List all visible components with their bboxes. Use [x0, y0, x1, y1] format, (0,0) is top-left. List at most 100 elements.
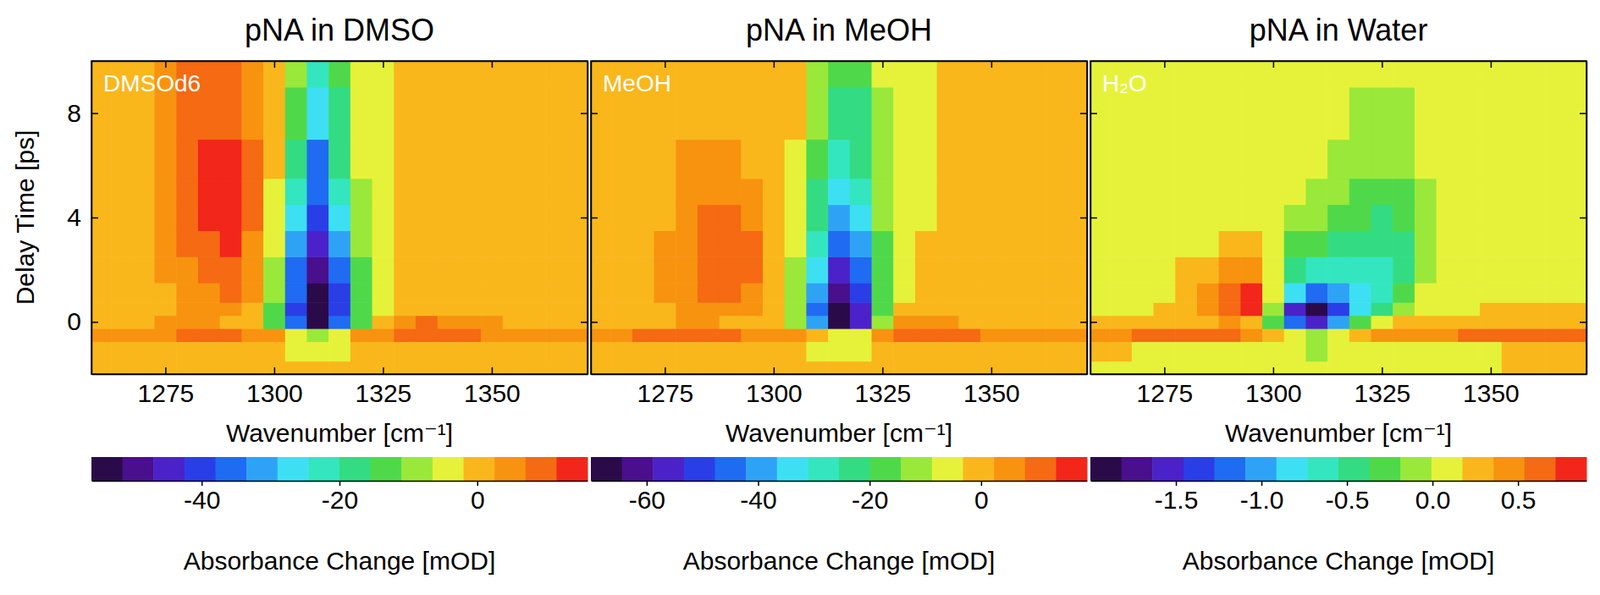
- heatmap-cell: [1479, 315, 1502, 330]
- heatmap-cell: [937, 256, 960, 283]
- heatmap-cell: [784, 328, 807, 343]
- heatmap-cell: [91, 139, 112, 180]
- heatmap-cell: [437, 204, 460, 232]
- heatmap-cell: [568, 282, 588, 304]
- tick-label: 1300: [745, 379, 803, 408]
- heatmap-cell: [568, 139, 588, 180]
- heatmap-cell: [632, 302, 655, 316]
- colorbar-segment: [1400, 457, 1432, 481]
- tick: -1.5: [1154, 480, 1199, 514]
- heatmap-cell: [1002, 204, 1025, 232]
- tick: [1579, 217, 1587, 219]
- heatmap-cell: [524, 139, 547, 180]
- tick-mark: [991, 367, 994, 375]
- tick: -40: [739, 480, 777, 514]
- heatmap-cell: [1305, 302, 1328, 316]
- heatmap-cell: [1219, 139, 1242, 180]
- heatmap-cell: [1501, 204, 1524, 232]
- heatmap-cell: [632, 341, 655, 362]
- tick-mark: [201, 480, 204, 486]
- tick-mark: [1080, 321, 1087, 324]
- heatmap-cell: [176, 302, 199, 316]
- heatmap-cell: [1349, 328, 1372, 343]
- heatmap-cell: [937, 60, 960, 88]
- heatmap-cell: [1566, 315, 1587, 330]
- heatmap-cell: [393, 302, 416, 316]
- heatmap-cell: [1522, 204, 1545, 232]
- heatmap-cell: [1023, 328, 1046, 343]
- heatmap-cell: [1566, 256, 1587, 283]
- heatmap-cell: [1566, 282, 1587, 304]
- tick-mark: [1432, 480, 1435, 486]
- heatmap-cell: [1175, 361, 1198, 375]
- heatmap-cell: [1392, 178, 1415, 205]
- heatmap-cell: [784, 302, 807, 316]
- tick: [274, 60, 276, 68]
- heatmap-cell: [1240, 302, 1263, 316]
- tick-mark: [869, 480, 872, 486]
- colorbar: -40-200: [91, 457, 589, 514]
- heatmap-cell: [372, 328, 395, 343]
- heatmap-cell: [849, 256, 872, 283]
- heatmap-cell: [176, 204, 199, 232]
- heatmap-cell: [415, 361, 438, 375]
- heatmap-cell: [893, 361, 916, 375]
- tick: [1090, 321, 1098, 323]
- heatmap-cell: [154, 204, 177, 232]
- tick-label: -20: [321, 485, 359, 514]
- heatmap-cell: [1067, 230, 1087, 257]
- heatmap-cell: [1457, 328, 1480, 343]
- heatmap-cell: [1436, 60, 1459, 88]
- heatmap-cell: [827, 178, 850, 205]
- heatmap-cell: [1284, 60, 1307, 88]
- heatmap-cell: [1327, 178, 1350, 205]
- heatmap-cell: [1284, 230, 1307, 257]
- heatmap-cell: [675, 341, 698, 362]
- colorbar-segment: [91, 457, 123, 481]
- heatmap-cell: [220, 87, 243, 140]
- heatmap-cell: [458, 282, 481, 304]
- heatmap-cell: [1479, 328, 1502, 343]
- heatmap-cell: [1305, 315, 1328, 330]
- heatmap-cell: [849, 178, 872, 205]
- colorbar-segment: [525, 457, 558, 481]
- tick-mark: [590, 217, 598, 220]
- tick: [580, 113, 588, 115]
- heatmap-cell: [458, 230, 481, 257]
- heatmap-cell: [241, 87, 264, 140]
- heatmap-cell: [1522, 178, 1545, 205]
- heatmap-cell: [285, 204, 308, 232]
- tick: 1300: [1245, 367, 1303, 408]
- heatmap-cell: [524, 60, 547, 88]
- heatmap-cell: [437, 302, 460, 316]
- heatmap-cell: [1479, 178, 1502, 205]
- heatmap-cell: [1175, 328, 1198, 343]
- tick: 1325: [1354, 367, 1412, 408]
- heatmap-cell: [1109, 341, 1132, 362]
- heatmap-cell: [1045, 87, 1068, 140]
- heatmap-cell: [306, 282, 329, 304]
- heatmap-cell: [132, 328, 155, 343]
- tick-mark: [773, 367, 776, 375]
- heatmap-cell: [893, 341, 916, 362]
- heatmap-cell: [590, 302, 612, 316]
- heatmap-cell: [241, 315, 264, 330]
- heatmap-cell: [1305, 256, 1328, 283]
- heatmap-cell: [958, 256, 981, 283]
- heatmap-cell: [415, 328, 438, 343]
- tick-mark: [1273, 60, 1275, 68]
- heatmap-cell: [1457, 204, 1480, 232]
- heatmap-cell: [372, 139, 395, 180]
- heatmap-cell: [1392, 361, 1415, 375]
- heatmap-cell: [1045, 282, 1068, 304]
- heatmap-cell: [784, 361, 807, 375]
- heatmap-cell: [437, 315, 460, 330]
- heatmap-cell: [1023, 361, 1046, 375]
- heatmap-cell: [220, 302, 243, 316]
- heatmap-cell: [697, 341, 720, 362]
- heatmap-cell: [154, 282, 177, 304]
- heatmap-cell: [937, 230, 960, 257]
- heatmap-cell: [893, 282, 916, 304]
- heatmap-cell: [915, 302, 938, 316]
- heatmap-cell: [937, 139, 960, 180]
